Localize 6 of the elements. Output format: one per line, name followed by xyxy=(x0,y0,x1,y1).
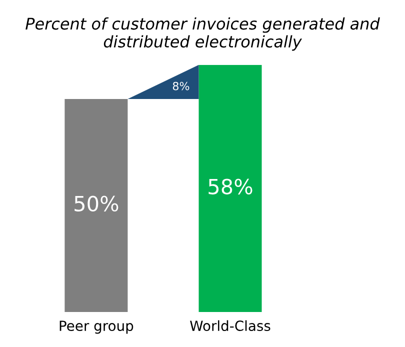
x-tick-label: Peer group xyxy=(60,320,134,334)
data-label: 58% xyxy=(208,178,252,194)
chart-title: Percent of customer invoices generated and distributed electronically xyxy=(26,17,380,51)
data-label: 50% xyxy=(74,196,118,212)
annotation: 8% xyxy=(172,82,190,90)
x-tick-label: World-Class xyxy=(190,320,270,332)
